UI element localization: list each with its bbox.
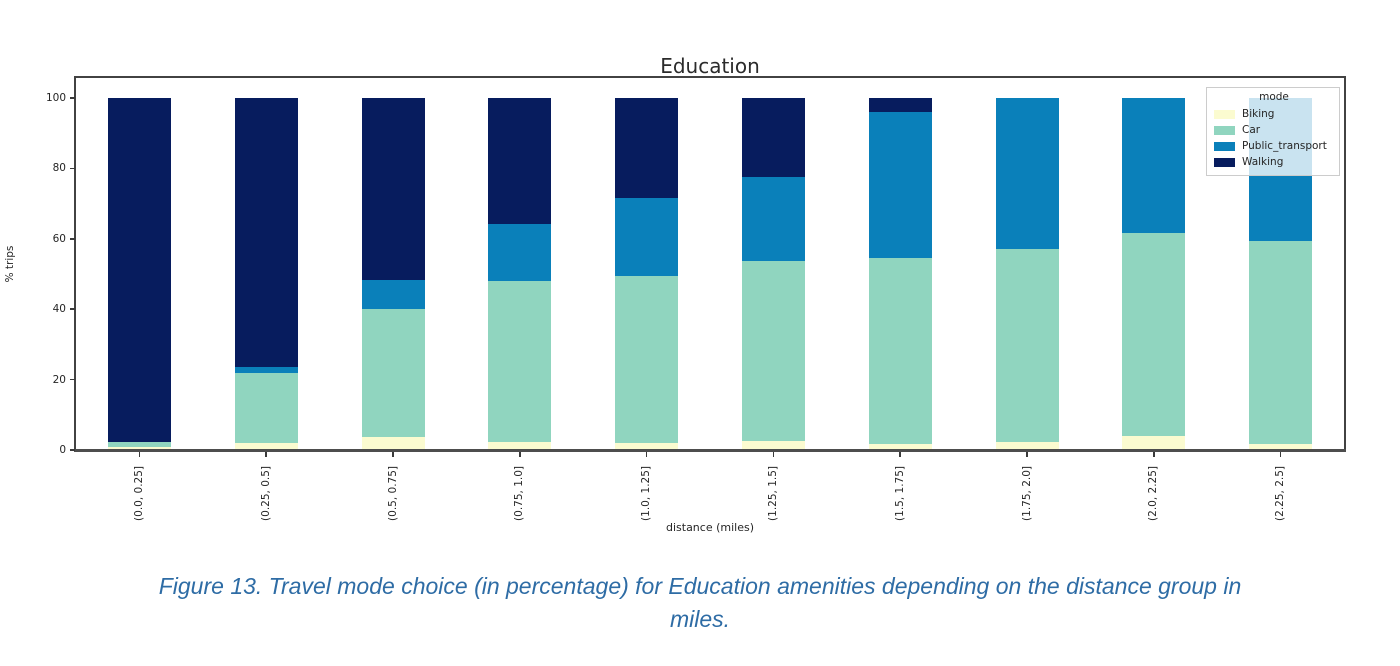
x-tick-label-text: (1.5, 1.75] xyxy=(893,466,906,521)
x-tick-mark xyxy=(772,452,775,457)
x-tick-label-text: (0.0, 0.25] xyxy=(132,466,145,521)
y-tick-mark xyxy=(70,378,75,381)
x-tick-mark xyxy=(519,452,521,457)
x-tick-mark xyxy=(899,452,901,457)
bar-segment-biking xyxy=(107,447,171,450)
bar-segment-walking xyxy=(615,98,679,198)
bar-segment-biking xyxy=(1249,443,1313,450)
bar-segment-public-transport xyxy=(488,224,552,281)
legend-rows: Biking Car Public_transport Walking xyxy=(1214,106,1334,170)
x-tick-label-text: (1.75, 2.0] xyxy=(1020,466,1033,521)
legend-item-public-transport: Public_transport xyxy=(1214,138,1334,154)
bar-segment-public-transport xyxy=(615,197,679,276)
y-tick-label: 80 xyxy=(52,162,66,175)
x-tick-label-text: (0.5, 0.75] xyxy=(386,466,399,521)
bar-segment-public-transport xyxy=(234,367,298,374)
bar-segment-car xyxy=(868,258,932,444)
x-tick-label-text: (2.25, 2.5] xyxy=(1274,466,1287,521)
x-tick-mark xyxy=(265,452,267,457)
bar-segment-public-transport xyxy=(995,98,1059,249)
bar-segment-walking xyxy=(234,98,298,368)
bar-segment-biking xyxy=(361,437,425,450)
x-axis-line xyxy=(74,449,1346,452)
bar-segment-car xyxy=(1249,240,1313,444)
y-axis-line xyxy=(74,76,76,451)
bar-segment-car xyxy=(234,373,298,443)
bar-segment-biking xyxy=(868,444,932,450)
y-tick-label: 100 xyxy=(45,92,66,104)
y-tick-mark xyxy=(70,238,75,240)
x-tick-label-text: (1.25, 1.5] xyxy=(766,466,779,521)
legend-item-walking: Walking xyxy=(1214,154,1334,170)
caption-line-2: miles. xyxy=(669,606,731,632)
bar-segment-biking xyxy=(995,442,1059,450)
legend-label: Public_transport xyxy=(1242,140,1327,152)
y-tick-label: 40 xyxy=(52,303,66,316)
y-tick-label: 20 xyxy=(52,373,66,386)
x-tick-mark xyxy=(1153,452,1155,457)
x-tick-label-text: (2.0, 2.25] xyxy=(1147,466,1160,521)
x-tick-mark xyxy=(645,452,648,457)
bar-segment-car xyxy=(107,441,171,448)
x-tick-mark xyxy=(138,452,141,457)
bar-segment-public-transport xyxy=(1122,98,1186,234)
plot-top-spine xyxy=(74,76,1346,78)
x-axis-label: distance (miles) xyxy=(665,521,755,534)
x-tick-label-text: (0.75, 1.0] xyxy=(513,466,526,521)
legend-swatch xyxy=(1214,157,1235,167)
bar-segment-car xyxy=(1122,233,1186,436)
caption-line-1: Figure 13. Travel mode choice (in percen… xyxy=(158,573,1242,599)
bar-segment-car xyxy=(615,275,679,444)
x-tick-label-text: (0.25, 0.5] xyxy=(259,466,272,521)
x-tick-mark xyxy=(392,452,394,457)
legend-label: Walking xyxy=(1242,156,1284,168)
y-axis-label: % trips xyxy=(4,245,16,283)
bar-segment-biking xyxy=(1122,435,1186,450)
x-tick-mark xyxy=(1279,452,1282,457)
legend-item-car: Car xyxy=(1214,122,1334,138)
bar-segment-biking xyxy=(741,441,805,450)
bar-segment-public-transport xyxy=(361,280,425,309)
bar-segment-walking xyxy=(361,98,425,281)
legend-item-biking: Biking xyxy=(1214,106,1334,122)
bar-segment-car xyxy=(488,280,552,442)
legend-label: Biking xyxy=(1242,108,1275,120)
legend-swatch xyxy=(1214,125,1235,135)
bar-segment-walking xyxy=(741,98,805,178)
legend-title: mode xyxy=(1259,91,1289,103)
y-tick-label: 60 xyxy=(52,232,66,245)
bar-segment-biking xyxy=(615,443,679,450)
y-tick-mark xyxy=(70,308,75,310)
legend-label: Car xyxy=(1242,124,1261,136)
bar-segment-car xyxy=(361,308,425,438)
y-tick-label: 0 xyxy=(59,444,66,456)
chart-title: Education xyxy=(660,54,760,78)
x-tick-mark xyxy=(1026,452,1028,457)
legend-swatch xyxy=(1214,141,1235,151)
bar-segment-car xyxy=(741,261,805,442)
bar-segment-biking xyxy=(488,441,552,450)
legend: mode Biking Car Public_transport Walking xyxy=(1206,87,1340,176)
figure-caption: Figure 13. Travel mode choice (in percen… xyxy=(40,570,1360,636)
bar-segment-car xyxy=(995,249,1059,443)
plot-right-spine xyxy=(1344,76,1346,451)
y-tick-mark xyxy=(70,97,75,99)
bar-segment-public-transport xyxy=(741,177,805,262)
bar-segment-walking xyxy=(488,98,552,224)
bar-segment-biking xyxy=(234,443,298,450)
bar-segment-walking xyxy=(107,98,171,442)
bar-segment-walking xyxy=(868,98,932,112)
y-tick-mark xyxy=(70,449,75,451)
x-tick-label-text: (1.0, 1.25] xyxy=(640,466,653,521)
legend-swatch xyxy=(1214,109,1235,119)
y-tick-mark xyxy=(70,167,75,170)
bar-segment-public-transport xyxy=(868,111,932,259)
plot-area xyxy=(76,78,1344,450)
